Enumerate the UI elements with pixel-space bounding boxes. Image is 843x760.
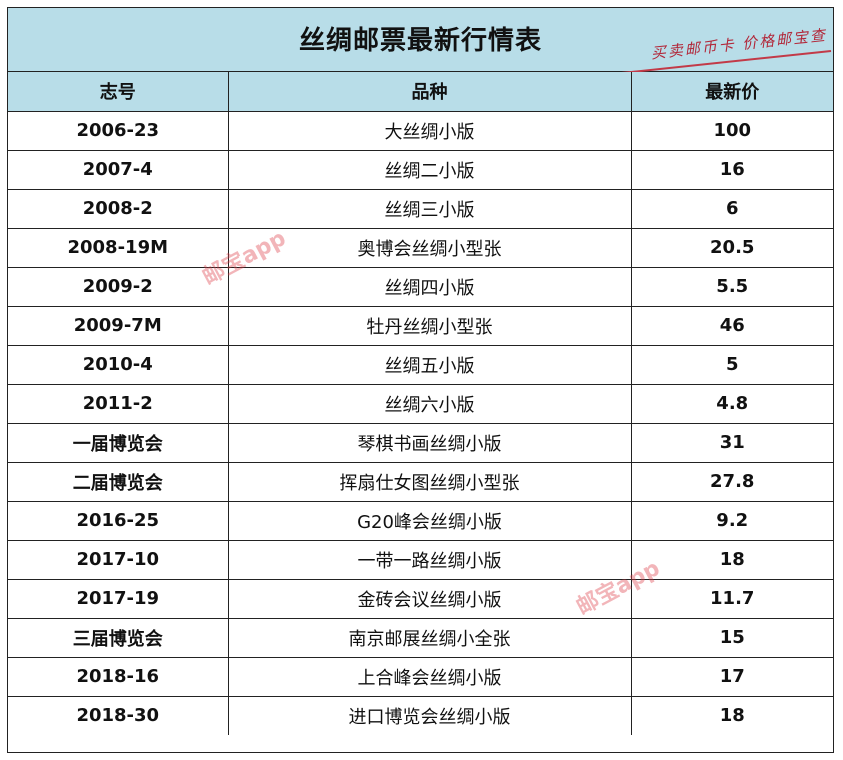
cell-code: 一届博览会 <box>8 422 229 463</box>
cell-price: 11.7 <box>630 578 833 619</box>
cell-variety: 牡丹丝绸小型张 <box>227 305 632 346</box>
cell-code: 2011-2 <box>8 383 229 424</box>
cell-variety: 奥博会丝绸小型张 <box>227 227 632 268</box>
table-row: 2011-2 丝绸六小版 4.8 <box>8 383 833 424</box>
cell-variety: 丝绸四小版 <box>227 266 632 307</box>
table-row: 2008-19M 奥博会丝绸小型张 20.5 <box>8 227 833 268</box>
column-header-price: 最新价 <box>630 72 833 112</box>
cell-price: 6 <box>630 188 833 229</box>
cell-variety: 丝绸三小版 <box>227 188 632 229</box>
cell-price: 27.8 <box>630 461 833 502</box>
cell-price: 20.5 <box>630 227 833 268</box>
cell-price: 31 <box>630 422 833 463</box>
cell-price: 18 <box>630 539 833 580</box>
table-row: 2009-7M 牡丹丝绸小型张 46 <box>8 305 833 346</box>
table-row: 二届博览会 挥扇仕女图丝绸小型张 27.8 <box>8 461 833 502</box>
cell-price: 15 <box>630 617 833 658</box>
cell-code: 2017-19 <box>8 578 229 619</box>
cell-code: 2009-2 <box>8 266 229 307</box>
table-row: 2008-2 丝绸三小版 6 <box>8 188 833 229</box>
cell-variety: 丝绸六小版 <box>227 383 632 424</box>
cell-variety: 上合峰会丝绸小版 <box>227 656 632 697</box>
cell-variety: 一带一路丝绸小版 <box>227 539 632 580</box>
cell-code: 2017-10 <box>8 539 229 580</box>
cell-variety: 丝绸五小版 <box>227 344 632 385</box>
column-header-code: 志号 <box>8 72 229 112</box>
table-body: 2006-23 大丝绸小版 100 2007-4 丝绸二小版 16 2008-2 丝绸三小版 6… <box>8 110 833 735</box>
cell-code: 2018-16 <box>8 656 229 697</box>
cell-price: 5.5 <box>630 266 833 307</box>
cell-code: 二届博览会 <box>8 461 229 502</box>
cell-variety: 琴棋书画丝绸小版 <box>227 422 632 463</box>
sheet-title: 丝绸邮票最新行情表 <box>298 26 542 56</box>
table-row: 2018-16 上合峰会丝绸小版 17 <box>8 656 833 697</box>
cell-code: 2009-7M <box>8 305 229 346</box>
table-row: 2017-10 一带一路丝绸小版 18 <box>8 539 833 580</box>
cell-code: 2016-25 <box>8 500 229 541</box>
table-row: 2016-25 G20峰会丝绸小版 9.2 <box>8 500 833 541</box>
table-header-row: 志号 品种 最新价 <box>8 72 833 112</box>
cell-variety: 大丝绸小版 <box>227 110 632 151</box>
column-header-variety: 品种 <box>227 72 632 112</box>
cell-code: 三届博览会 <box>8 617 229 658</box>
table-row: 2009-2 丝绸四小版 5.5 <box>8 266 833 307</box>
cell-code: 2008-19M <box>8 227 229 268</box>
cell-variety: G20峰会丝绸小版 <box>227 500 632 541</box>
cell-code: 2010-4 <box>8 344 229 385</box>
table-row: 2017-19 金砖会议丝绸小版 11.7 <box>8 578 833 619</box>
title-bar: 丝绸邮票最新行情表 买卖邮币卡 价格邮宝查 <box>8 8 833 75</box>
cell-variety: 金砖会议丝绸小版 <box>227 578 632 619</box>
table-row: 2007-4 丝绸二小版 16 <box>8 149 833 190</box>
cell-price: 18 <box>630 695 833 735</box>
price-table: 志号 品种 最新价 2006-23 大丝绸小版 100 2007-4 丝绸二小版 16 20… <box>8 72 833 735</box>
table-row: 2018-30 进口博览会丝绸小版 18 <box>8 695 833 735</box>
cell-code: 2006-23 <box>8 110 229 151</box>
cell-price: 100 <box>630 110 833 151</box>
cell-price: 4.8 <box>630 383 833 424</box>
table-row: 2010-4 丝绸五小版 5 <box>8 344 833 385</box>
cell-variety: 丝绸二小版 <box>227 149 632 190</box>
cell-code: 2007-4 <box>8 149 229 190</box>
cell-price: 16 <box>630 149 833 190</box>
cell-code: 2008-2 <box>8 188 229 229</box>
cell-price: 9.2 <box>630 500 833 541</box>
table-row: 2006-23 大丝绸小版 100 <box>8 110 833 151</box>
cell-price: 5 <box>630 344 833 385</box>
table-row: 三届博览会 南京邮展丝绸小全张 15 <box>8 617 833 658</box>
table-row: 一届博览会 琴棋书画丝绸小版 31 <box>8 422 833 463</box>
cell-variety: 挥扇仕女图丝绸小型张 <box>227 461 632 502</box>
cell-variety: 进口博览会丝绸小版 <box>227 695 632 735</box>
cell-price: 46 <box>630 305 833 346</box>
cell-variety: 南京邮展丝绸小全张 <box>227 617 632 658</box>
cell-code: 2018-30 <box>8 695 229 735</box>
price-sheet: 丝绸邮票最新行情表 买卖邮币卡 价格邮宝查 志号 品种 最新价 2006-23 大… <box>7 7 834 753</box>
cell-price: 17 <box>630 656 833 697</box>
